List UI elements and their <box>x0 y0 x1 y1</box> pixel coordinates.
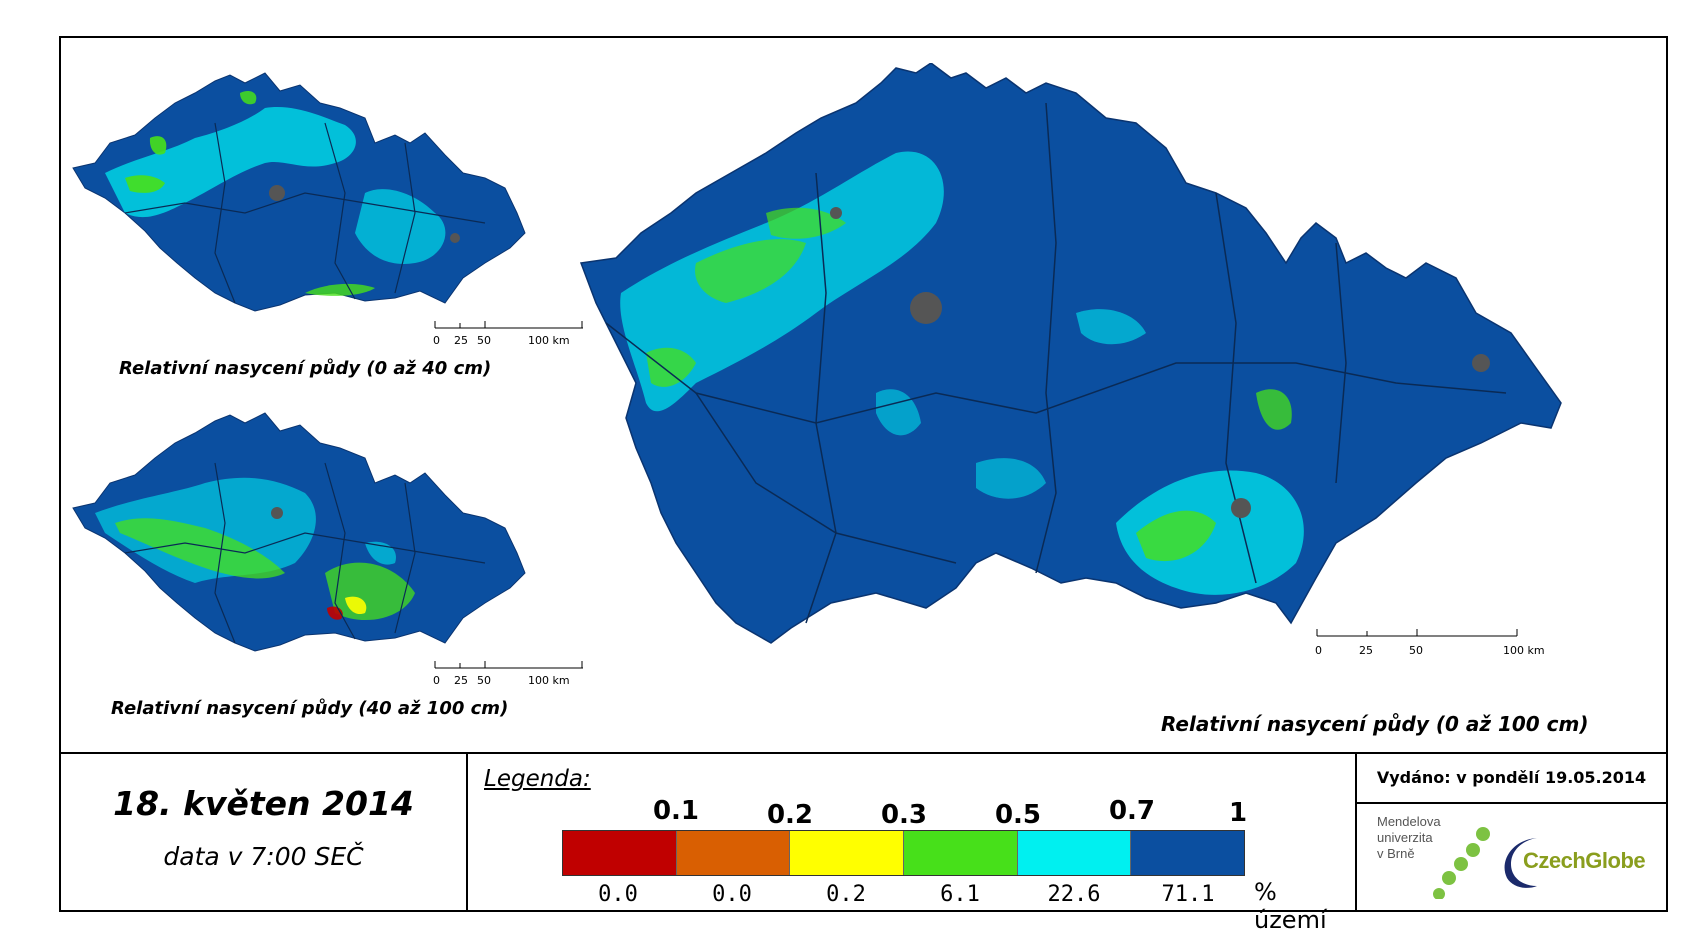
scale-bar-main: 0 25 50 100 km <box>1315 629 1545 657</box>
legend-unit: % území <box>1254 878 1327 934</box>
scale-label-50: 50 <box>477 334 491 347</box>
legend-color-bar <box>562 830 1245 876</box>
date-time: data v 7:00 SEČ <box>163 842 364 871</box>
issued-box: Vydáno: v pondělí 19.05.2014 Mendelova u… <box>1357 754 1666 912</box>
scale-label-0: 0 <box>433 674 440 687</box>
caption-main: Relativní nasycení půdy (0 až 100 cm) <box>1161 712 1589 736</box>
map-area: 0 25 50 100 km Relativní nasycení půdy (… <box>61 38 1666 752</box>
czechglobe-logo-text: CzechGlobe <box>1523 848 1646 873</box>
scale-bar-top-left: 0 25 50 100 km <box>433 321 583 347</box>
legend-threshold: 0.1 <box>652 796 700 826</box>
czechglobe-arc-icon <box>1504 838 1537 888</box>
scale-label-100: 100 km <box>528 674 570 687</box>
mendel-logo-text: Mendelova univerzita v Brně <box>1377 814 1441 861</box>
bottom-panel: 18. květen 2014 data v 7:00 SEČ Legenda:… <box>61 752 1666 934</box>
caption-bottom-left: Relativní nasycení půdy (40 až 100 cm) <box>111 698 509 719</box>
legend-swatch <box>904 831 1018 875</box>
scale-label-100: 100 km <box>1503 644 1545 657</box>
divider-right <box>1355 754 1357 912</box>
legend-percent: 71.1 <box>1161 882 1215 907</box>
legend-threshold: 1 <box>1228 798 1248 828</box>
scale-label-50: 50 <box>477 674 491 687</box>
caption-top-left: Relativní nasycení půdy (0 až 40 cm) <box>119 358 492 379</box>
scale-label-100: 100 km <box>528 334 570 347</box>
date-box: 18. květen 2014 data v 7:00 SEČ <box>61 754 466 912</box>
divider-left <box>466 754 468 912</box>
map-soil-0-100-main <box>579 63 1562 644</box>
mendel-university-logo: Mendelova univerzita v Brně <box>1377 814 1490 904</box>
legend-title: Legenda: <box>484 766 591 792</box>
legend-swatch <box>790 831 905 875</box>
legend-threshold: 0.5 <box>994 800 1042 830</box>
czechglobe-logo: CzechGlobe <box>1497 834 1657 890</box>
legend-percent: 22.6 <box>1047 882 1101 907</box>
legend-threshold: 0.2 <box>766 800 814 830</box>
legend-swatch <box>563 831 677 875</box>
issued-date: Vydáno: v pondělí 19.05.2014 <box>1357 754 1666 804</box>
map-sheet: 0 25 50 100 km Relativní nasycení půdy (… <box>59 36 1668 934</box>
legend-swatch <box>1017 831 1132 875</box>
scale-label-25: 25 <box>454 674 468 687</box>
legend-swatch <box>676 831 791 875</box>
scale-label-50: 50 <box>1409 644 1423 657</box>
legend: Legenda: 0.1 0.2 0.3 0.5 0.7 1 0.0 0.0 0… <box>468 754 1355 934</box>
legend-percent: 0.2 <box>826 882 866 907</box>
scale-label-25: 25 <box>454 334 468 347</box>
map-subsoil-40-100 <box>72 412 526 652</box>
date-title: 18. květen 2014 <box>113 784 414 823</box>
legend-threshold: 0.3 <box>880 800 928 830</box>
scale-label-25: 25 <box>1359 644 1373 657</box>
scale-label-0: 0 <box>433 334 440 347</box>
mendel-dots-icon <box>1433 827 1490 899</box>
scale-label-0: 0 <box>1315 644 1322 657</box>
map-topsoil-0-40 <box>72 72 526 312</box>
legend-percent: 0.0 <box>712 882 752 907</box>
legend-threshold: 0.7 <box>1108 796 1156 826</box>
legend-percent: 0.0 <box>598 882 638 907</box>
scale-bar-bottom-left: 0 25 50 100 km <box>433 661 583 687</box>
legend-swatch <box>1131 831 1245 875</box>
legend-percent: 6.1 <box>940 882 980 907</box>
